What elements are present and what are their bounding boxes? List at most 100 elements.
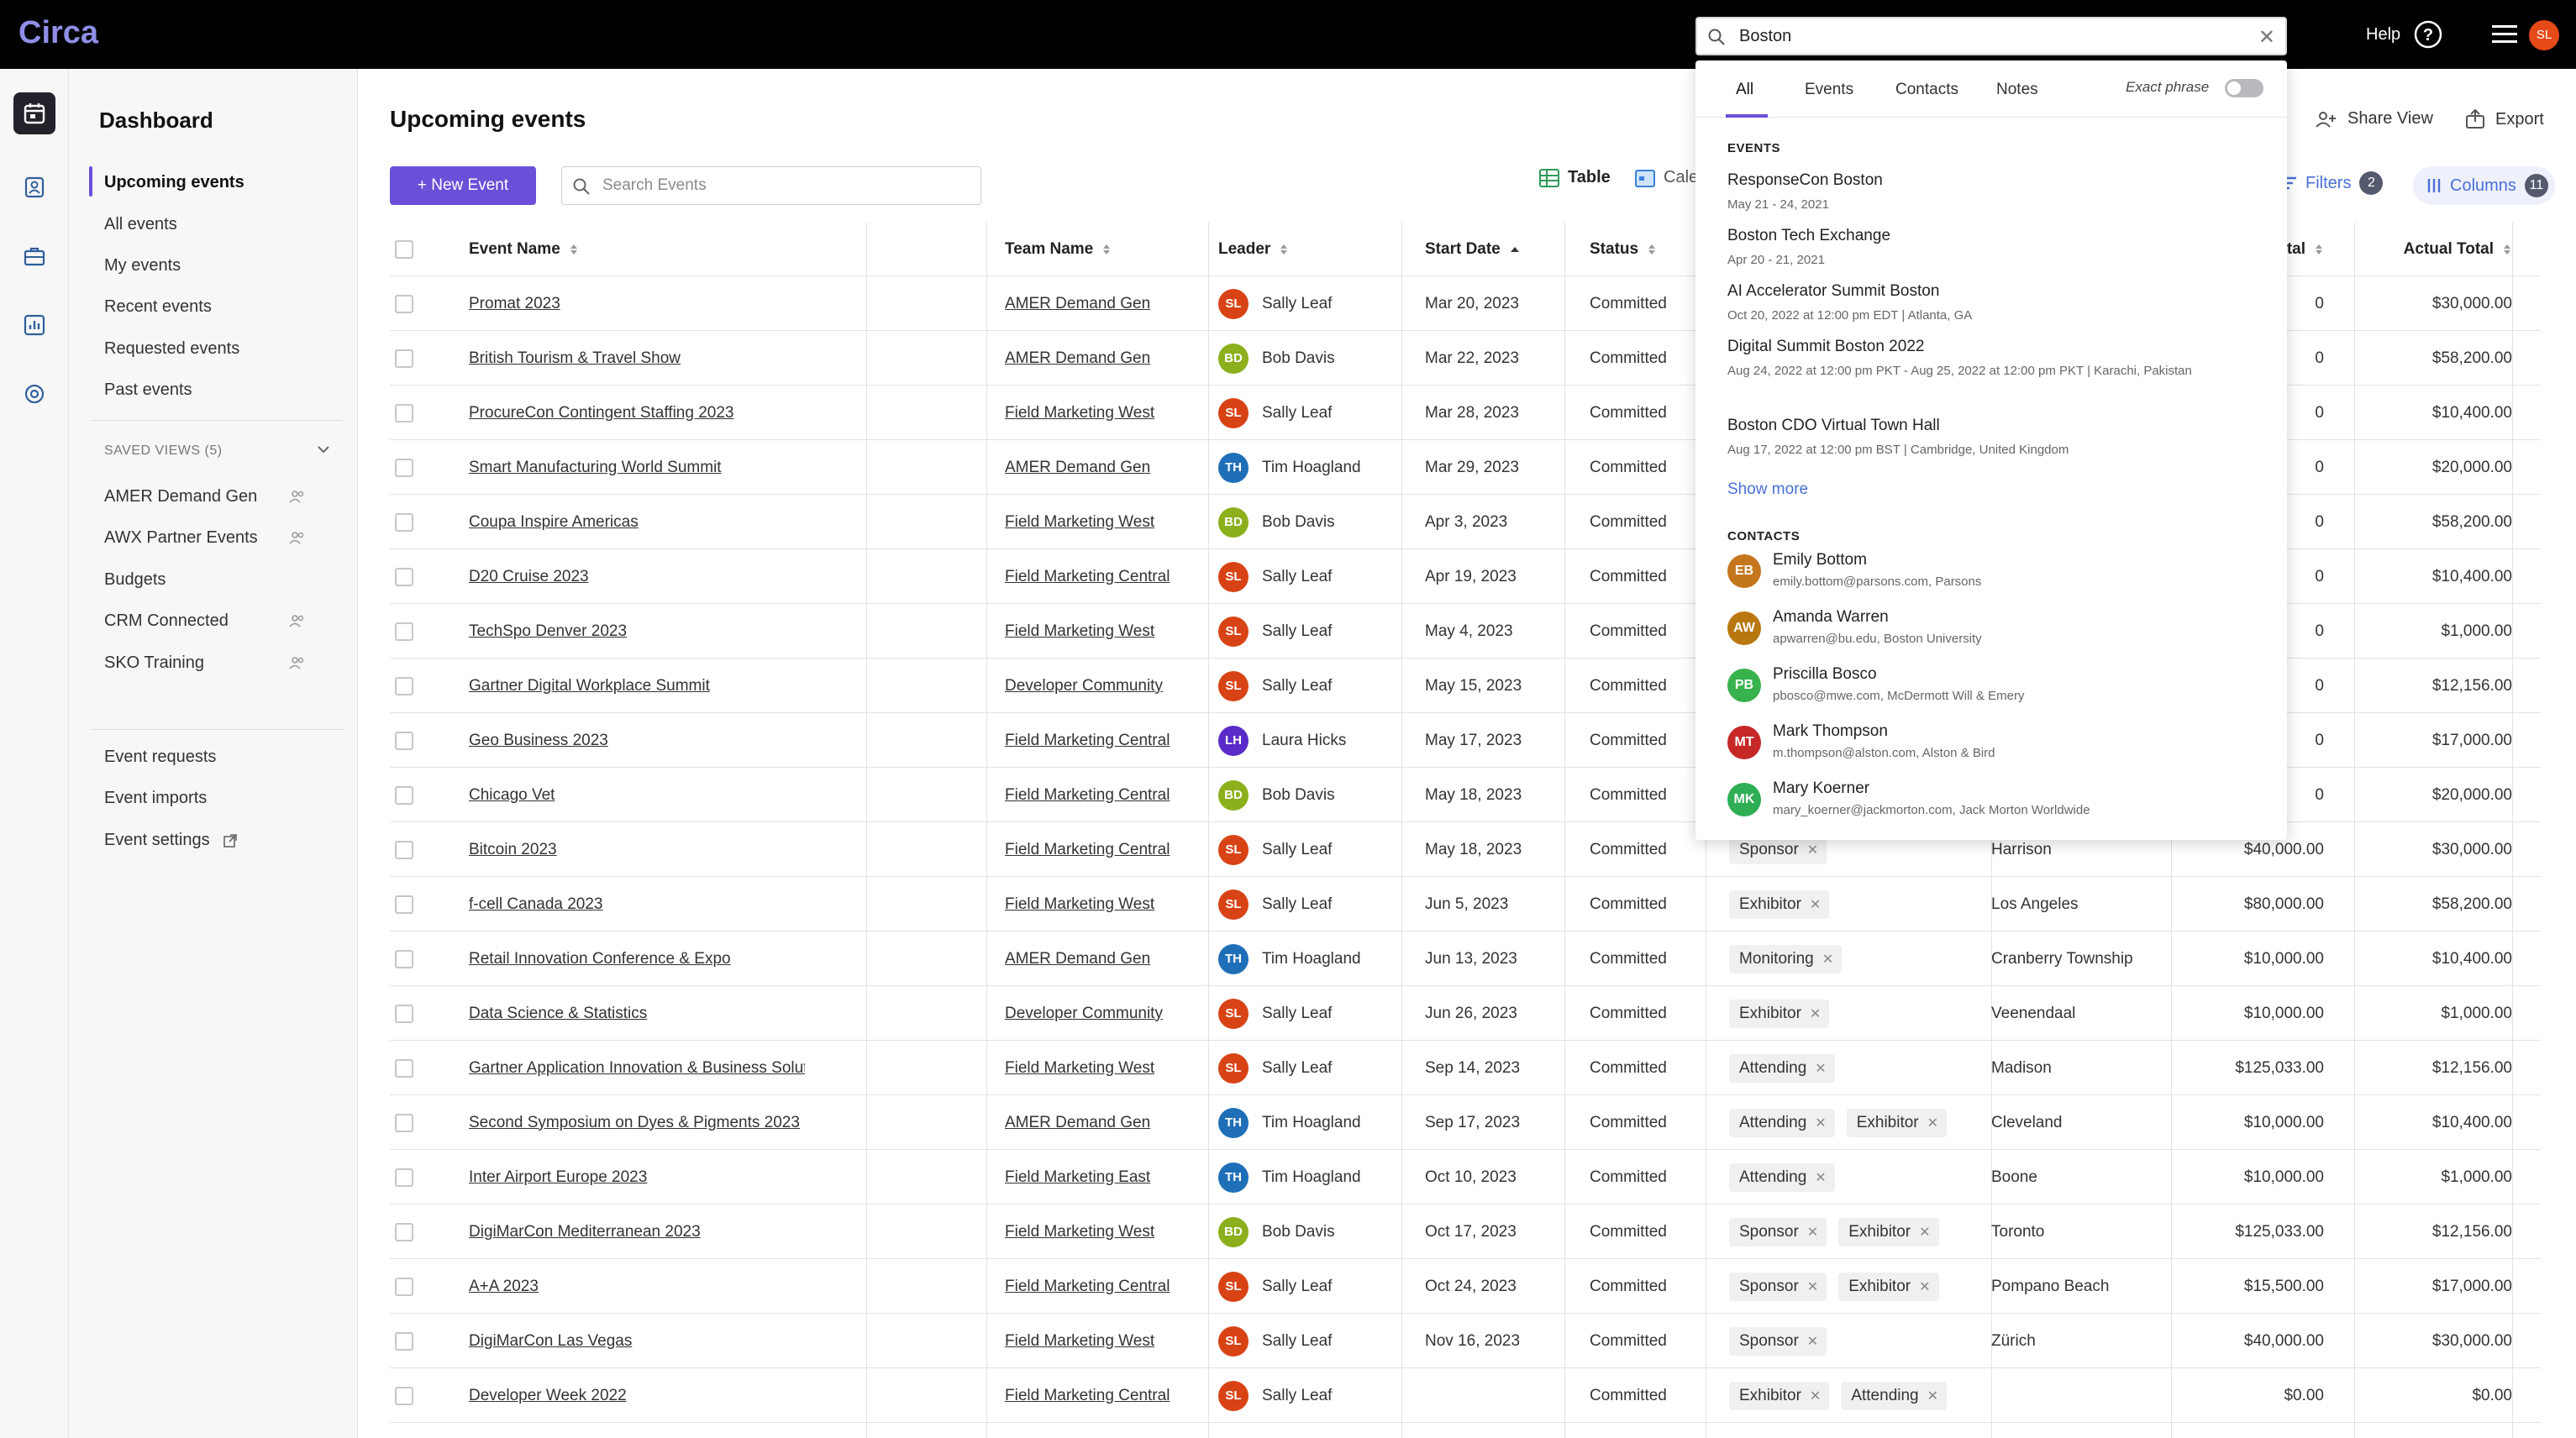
show-more-link[interactable]: Show more [1727, 480, 1809, 498]
row-checkbox[interactable] [395, 512, 413, 532]
team-name-link[interactable]: Field Marketing West [1005, 622, 1155, 640]
sidebar-item-past-events[interactable]: Past events [104, 380, 192, 399]
sidebar-item-event-settings[interactable]: Event settings [104, 831, 238, 850]
calendar-view-toggle[interactable]: Cale [1635, 168, 1698, 187]
remove-tag-icon[interactable]: ✕ [1806, 1334, 1819, 1349]
row-checkbox[interactable] [395, 895, 413, 914]
table-row[interactable]: Bitcoin 2023 Field Marketing Central SL Sal… [390, 822, 2541, 877]
row-checkbox[interactable] [395, 840, 413, 859]
tab-notes[interactable]: Notes [1996, 81, 2038, 98]
table-row[interactable]: Coupa Inspire Americas Field Marketing We… [390, 495, 2541, 549]
saved-view-crm-connected[interactable]: CRM Connected [104, 611, 229, 630]
sidebar-item-requested-events[interactable]: Requested events [104, 339, 240, 358]
event-name-link[interactable]: Retail Innovation Conference & Expo [469, 949, 731, 968]
remove-tag-icon[interactable]: ✕ [1927, 1388, 1939, 1404]
team-name-link[interactable]: Field Marketing West [1005, 1331, 1155, 1350]
team-name-link[interactable]: Field Marketing Central [1005, 785, 1170, 804]
team-name-link[interactable]: AMER Demand Gen [1005, 458, 1151, 476]
remove-tag-icon[interactable]: ✕ [1815, 1170, 1827, 1185]
event-name-link[interactable]: Chicago Vet [469, 785, 555, 804]
team-name-link[interactable]: Field Marketing Central [1005, 1386, 1170, 1404]
new-event-button[interactable]: + New Event [390, 166, 536, 205]
sidebar-item-recent-events[interactable]: Recent events [104, 297, 212, 316]
row-checkbox[interactable] [395, 1386, 413, 1405]
table-row[interactable]: ProcureCon Contingent Staffing 2023 Field… [390, 386, 2541, 440]
table-row[interactable]: British Tourism & Travel Show AMER Demand… [390, 331, 2541, 386]
column-header-date[interactable]: Start Date [1425, 222, 1593, 276]
table-row[interactable]: Gartner Application Innovation & Busines… [390, 1041, 2541, 1095]
tab-all[interactable]: All [1736, 81, 1754, 98]
user-avatar[interactable]: SL [2529, 20, 2559, 50]
clear-search-icon[interactable]: ✕ [2258, 26, 2275, 49]
row-checkbox[interactable] [395, 622, 413, 641]
hamburger-menu-icon[interactable] [2492, 24, 2517, 44]
event-search-field[interactable] [561, 166, 981, 205]
help-icon[interactable]: ? [2413, 19, 2443, 50]
export-button[interactable]: Export [2465, 109, 2544, 129]
team-name-link[interactable]: Field Marketing East [1005, 1168, 1151, 1186]
team-name-link[interactable]: AMER Demand Gen [1005, 949, 1151, 968]
contact-result-name[interactable]: Emily Bottom [1773, 551, 1867, 569]
remove-tag-icon[interactable]: ✕ [1809, 1388, 1822, 1404]
event-name-link[interactable]: Promat 2023 [469, 294, 560, 312]
table-row[interactable]: Geo Business 2023 Field Marketing Central… [390, 713, 2541, 768]
team-name-link[interactable]: AMER Demand Gen [1005, 349, 1151, 367]
remove-tag-icon[interactable]: ✕ [1822, 952, 1834, 967]
table-row[interactable]: Gartner Digital Workplace Summit Develope… [390, 659, 2541, 713]
table-row[interactable]: Second Symposium on Dyes & Pigments 2023… [390, 1095, 2541, 1150]
sort-icon[interactable] [2314, 243, 2324, 256]
team-name-link[interactable]: Field Marketing West [1005, 1058, 1155, 1077]
table-row[interactable]: Inter Airport Europe 2023 Field Marketing… [390, 1150, 2541, 1204]
row-checkbox[interactable] [395, 1331, 413, 1351]
event-name-link[interactable]: Developer Week 2022 [469, 1386, 627, 1404]
column-header-event[interactable]: Event Name [469, 222, 805, 276]
table-row[interactable]: Smart Manufacturing World Summit AMER Dem… [390, 440, 2541, 495]
event-name-link[interactable]: ProcureCon Contingent Staffing 2023 [469, 403, 734, 422]
sidebar-item-all-events[interactable]: All events [104, 215, 177, 234]
row-checkbox[interactable] [395, 785, 413, 805]
row-checkbox[interactable] [395, 1058, 413, 1078]
event-name-link[interactable]: Gartner Digital Workplace Summit [469, 676, 710, 695]
remove-tag-icon[interactable]: ✕ [1806, 842, 1819, 858]
sort-ascending-icon[interactable] [1509, 244, 1521, 255]
team-name-link[interactable]: AMER Demand Gen [1005, 294, 1151, 312]
event-name-link[interactable]: Gartner Application Innovation & Busines… [469, 1058, 805, 1077]
column-header-status[interactable]: Status [1590, 222, 1716, 276]
team-name-link[interactable]: Developer Community [1005, 1004, 1163, 1022]
team-name-link[interactable]: AMER Demand Gen [1005, 1113, 1151, 1131]
remove-tag-icon[interactable]: ✕ [1927, 1115, 1939, 1131]
event-result-title[interactable]: Boston CDO Virtual Town Hall [1727, 417, 1940, 434]
table-row[interactable]: Promat 2023 AMER Demand Gen SL Sally Leaf Ma… [390, 276, 2541, 331]
event-name-link[interactable]: A+A 2023 [469, 1277, 539, 1295]
filters-button[interactable]: Filters 2 [2279, 171, 2384, 195]
remove-tag-icon[interactable]: ✕ [1815, 1115, 1827, 1131]
event-name-link[interactable]: DigiMarCon Las Vegas [469, 1331, 633, 1350]
event-name-link[interactable]: British Tourism & Travel Show [469, 349, 681, 367]
sort-icon[interactable] [2502, 243, 2512, 256]
table-row[interactable]: Chicago Vet Field Marketing Central BD Bob … [390, 768, 2541, 822]
briefcase-nav-icon[interactable] [13, 235, 55, 277]
column-header-actual[interactable]: Actual Total [2356, 222, 2512, 276]
column-header-leader[interactable]: Leader [1218, 222, 1395, 276]
contact-result-name[interactable]: Mary Koerner [1773, 779, 1870, 797]
event-name-link[interactable]: TechSpo Denver 2023 [469, 622, 628, 640]
saved-view-amer-demand-gen[interactable]: AMER Demand Gen [104, 487, 258, 506]
sort-icon[interactable] [569, 243, 579, 256]
table-row[interactable]: f-cell Canada 2023 Field Marketing West SL… [390, 877, 2541, 932]
row-checkbox[interactable] [395, 458, 413, 477]
event-name-link[interactable]: Coupa Inspire Americas [469, 512, 639, 531]
table-row[interactable]: DigiMarCon Mediterranean 2023 Field Marke… [390, 1204, 2541, 1259]
event-result-title[interactable]: Boston Tech Exchange [1727, 227, 1891, 244]
team-name-link[interactable]: Field Marketing West [1005, 512, 1155, 531]
remove-tag-icon[interactable]: ✕ [1806, 1279, 1819, 1294]
table-view-toggle[interactable]: Table [1539, 168, 1611, 187]
sort-icon[interactable] [1101, 243, 1112, 256]
sidebar-item-event-requests[interactable]: Event requests [104, 748, 217, 766]
row-checkbox[interactable] [395, 949, 413, 968]
event-name-link[interactable]: f-cell Canada 2023 [469, 895, 603, 913]
column-header-team[interactable]: Team Name [1005, 222, 1190, 276]
row-checkbox[interactable] [395, 1222, 413, 1241]
contact-result-name[interactable]: Mark Thompson [1773, 722, 1888, 740]
event-result-title[interactable]: Digital Summit Boston 2022 [1727, 338, 1925, 355]
event-result-title[interactable]: AI Accelerator Summit Boston [1727, 282, 1940, 300]
